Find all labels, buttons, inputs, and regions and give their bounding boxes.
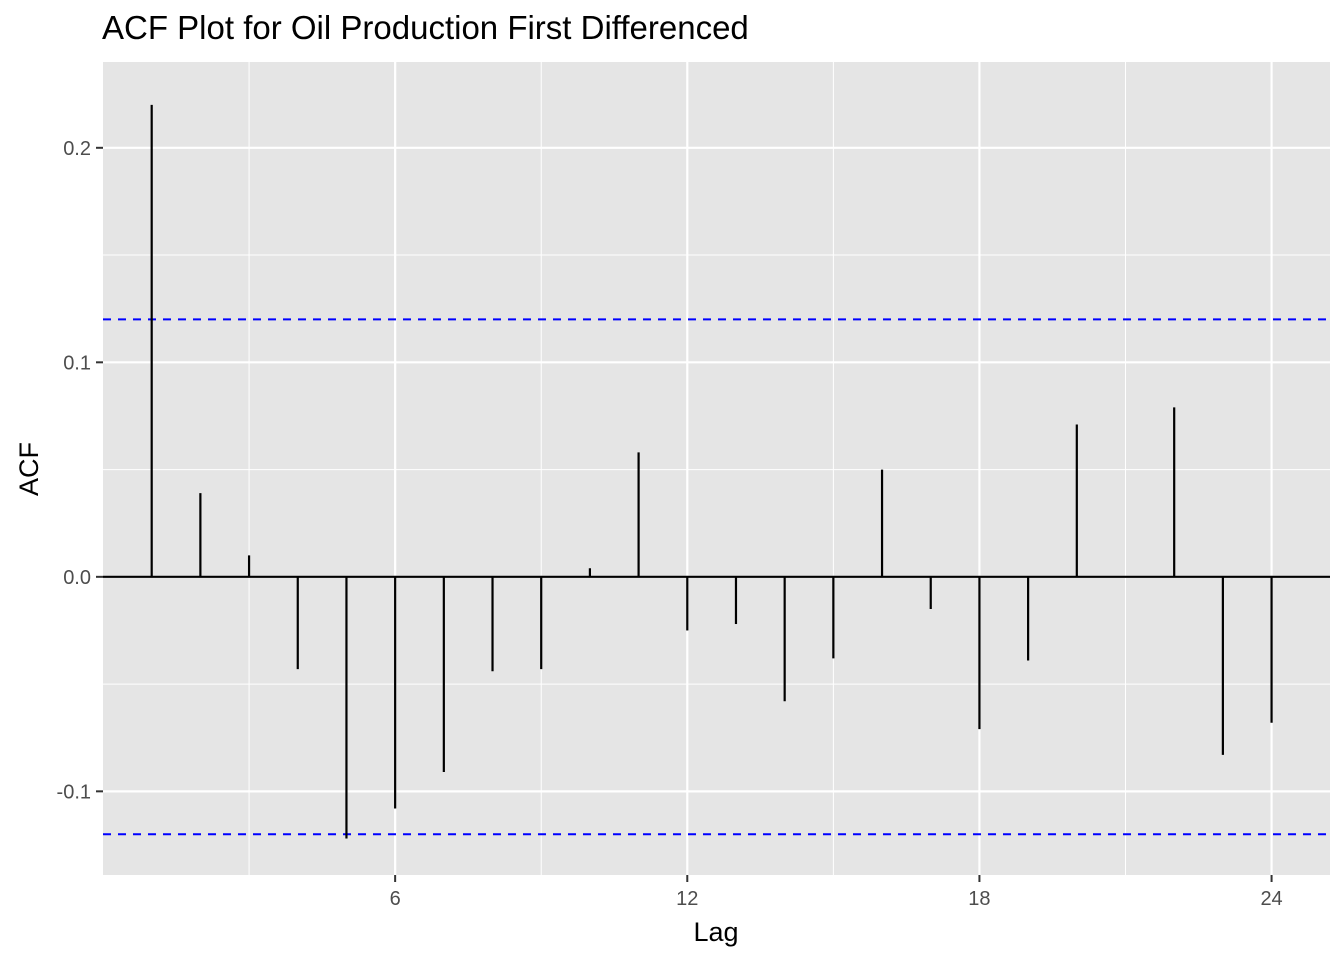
acf-bars <box>150 104 1273 839</box>
x-axis-title: Lag <box>693 917 738 947</box>
chart-title: ACF Plot for Oil Production First Differ… <box>102 9 749 46</box>
x-tick-label-1: 12 <box>676 888 698 910</box>
x-tick-label-0: 6 <box>390 888 401 910</box>
y-tick-label-0: -0.1 <box>57 781 91 803</box>
plot-panel <box>103 62 1330 875</box>
minor-gridlines <box>103 62 1330 875</box>
x-axis: 6 12 18 24 <box>390 875 1283 910</box>
y-tick-label-1: 0.0 <box>63 567 91 589</box>
y-tick-label-2: 0.1 <box>63 352 91 374</box>
y-axis-title: ACF <box>14 442 44 496</box>
y-tick-label-3: 0.2 <box>63 138 91 160</box>
x-tick-label-3: 24 <box>1260 888 1282 910</box>
confidence-lines <box>103 318 1330 836</box>
x-tick-label-2: 18 <box>968 888 990 910</box>
y-axis: -0.1 0.0 0.1 0.2 <box>57 138 103 803</box>
